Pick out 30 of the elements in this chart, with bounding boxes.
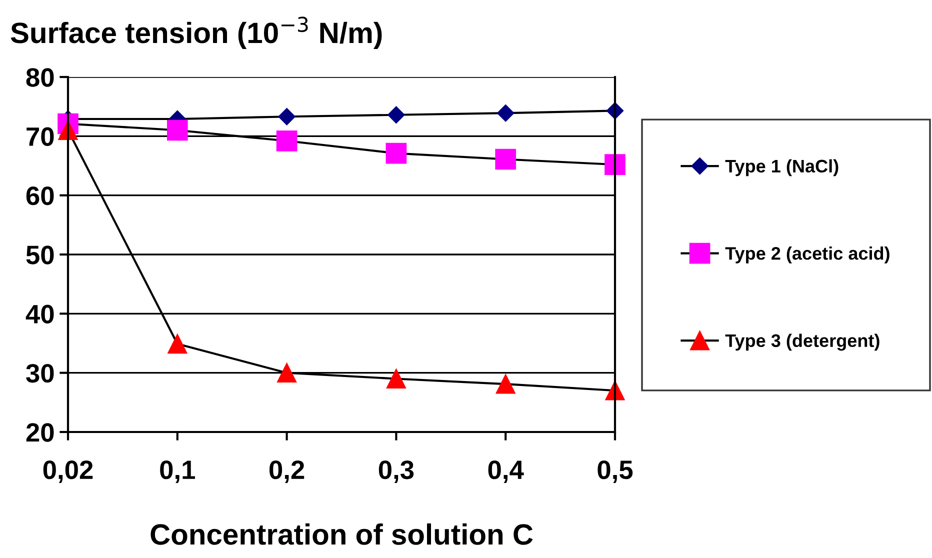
x-axis-title: Concentration of solution C (150, 523, 533, 545)
point (277, 363, 297, 383)
x-tick-label: 0,4 (488, 460, 524, 483)
x-tick-label: 0,2 (270, 460, 304, 483)
y-tick-label: 70 (26, 127, 54, 146)
point (278, 108, 296, 126)
y-tick-label: 80 (26, 68, 54, 87)
x-tick-label: 0,1 (160, 460, 196, 483)
point (276, 130, 298, 152)
point (168, 334, 188, 354)
y-tick-label: 40 (26, 304, 54, 324)
y-tick-label: 30 (26, 364, 54, 383)
point (166, 120, 188, 141)
point (386, 369, 406, 388)
legend-label: Type 2 (acetic acid) (725, 246, 890, 264)
point (604, 154, 626, 175)
y-tick-label: 20 (26, 423, 54, 442)
y-axis-title: Surface tension (10$^{−3}$ N/m) (10, 16, 382, 50)
point (496, 374, 516, 394)
legend-label: Type 3 (detergent) (725, 334, 880, 351)
y-tick-label: 60 (26, 186, 54, 206)
y-tick-label: 50 (26, 246, 54, 264)
x-tick-label: 0,02 (43, 460, 93, 483)
x-tick-label: 0,5 (598, 460, 633, 483)
point (386, 142, 407, 164)
legend-label: Type 1 (NaCl) (725, 159, 838, 176)
point (497, 104, 514, 122)
point (388, 106, 405, 124)
point (495, 148, 516, 170)
x-tick-label: 0,3 (378, 460, 414, 483)
